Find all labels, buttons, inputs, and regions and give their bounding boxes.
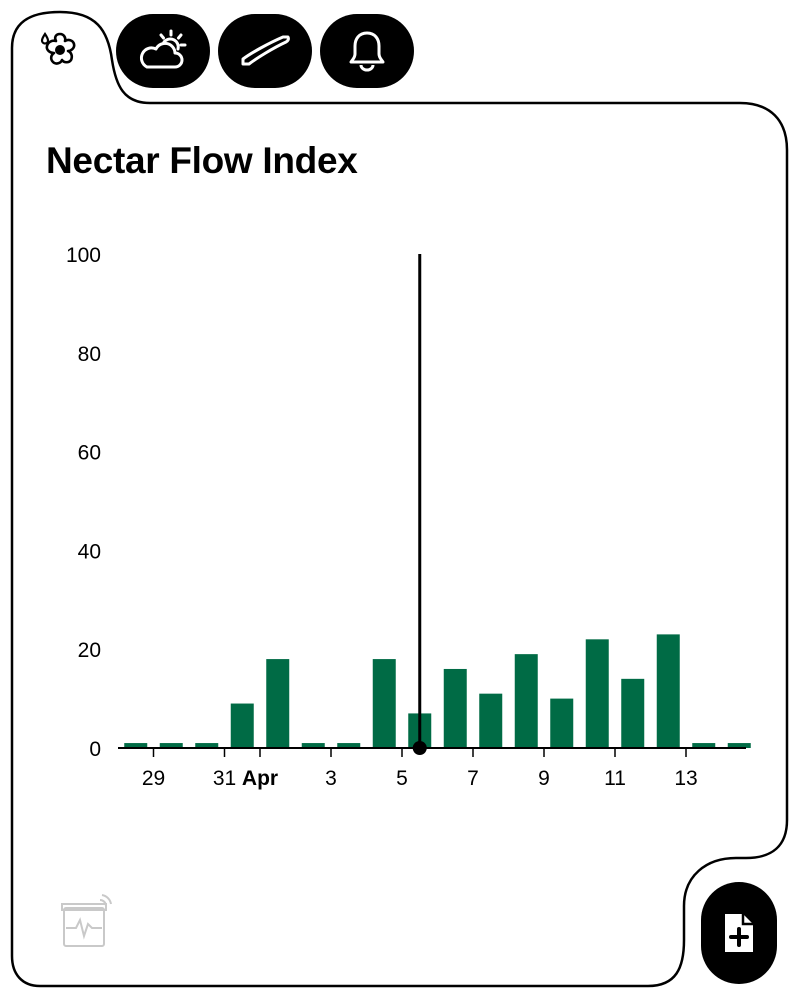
x-tick-label: 31 [213, 767, 236, 790]
y-tick-label: 80 [78, 343, 101, 366]
bar[interactable] [337, 743, 361, 748]
bar[interactable] [727, 743, 751, 748]
bar[interactable] [372, 659, 396, 748]
bar[interactable] [550, 698, 574, 748]
bar[interactable] [443, 668, 467, 748]
x-tick-label: 7 [467, 767, 479, 790]
bar[interactable] [159, 743, 183, 748]
hive-monitor-icon[interactable] [56, 890, 118, 957]
flower-drop-icon [40, 32, 76, 65]
y-tick-label: 20 [78, 639, 101, 662]
bar[interactable] [230, 703, 254, 748]
x-tick-label: 11 [604, 767, 626, 790]
bar[interactable] [124, 743, 148, 748]
y-tick-label: 100 [66, 244, 101, 267]
hive-tool-icon [241, 35, 290, 66]
x-tick-label: 5 [396, 767, 408, 790]
y-tick-label: 40 [78, 540, 101, 563]
page-title: Nectar Flow Index [46, 140, 358, 181]
x-tick-label: Apr [242, 767, 278, 790]
add-document-icon [725, 914, 753, 952]
y-tick-label: 60 [78, 442, 101, 465]
tab-hive-tool[interactable] [218, 14, 312, 88]
x-tick-label: 13 [674, 767, 697, 790]
cursor-handle[interactable] [412, 741, 427, 755]
tab-alerts[interactable] [320, 14, 414, 88]
tab-weather[interactable] [116, 14, 210, 88]
bar[interactable] [585, 639, 609, 748]
partly-sunny-icon [139, 29, 187, 69]
x-tick-label: 3 [325, 767, 337, 790]
bar[interactable] [621, 678, 645, 748]
bar[interactable] [195, 743, 219, 748]
bar[interactable] [479, 693, 503, 748]
bell-icon [349, 31, 385, 72]
tab-nectar[interactable] [30, 22, 90, 78]
x-tick-label: 29 [142, 767, 165, 790]
bar[interactable] [266, 659, 290, 748]
bar[interactable] [656, 634, 680, 748]
x-tick-label: 9 [538, 767, 550, 790]
bar[interactable] [692, 743, 716, 748]
bar[interactable] [514, 654, 538, 748]
y-tick-label: 0 [89, 738, 101, 761]
add-document-button[interactable] [701, 882, 777, 984]
bar[interactable] [301, 743, 325, 748]
